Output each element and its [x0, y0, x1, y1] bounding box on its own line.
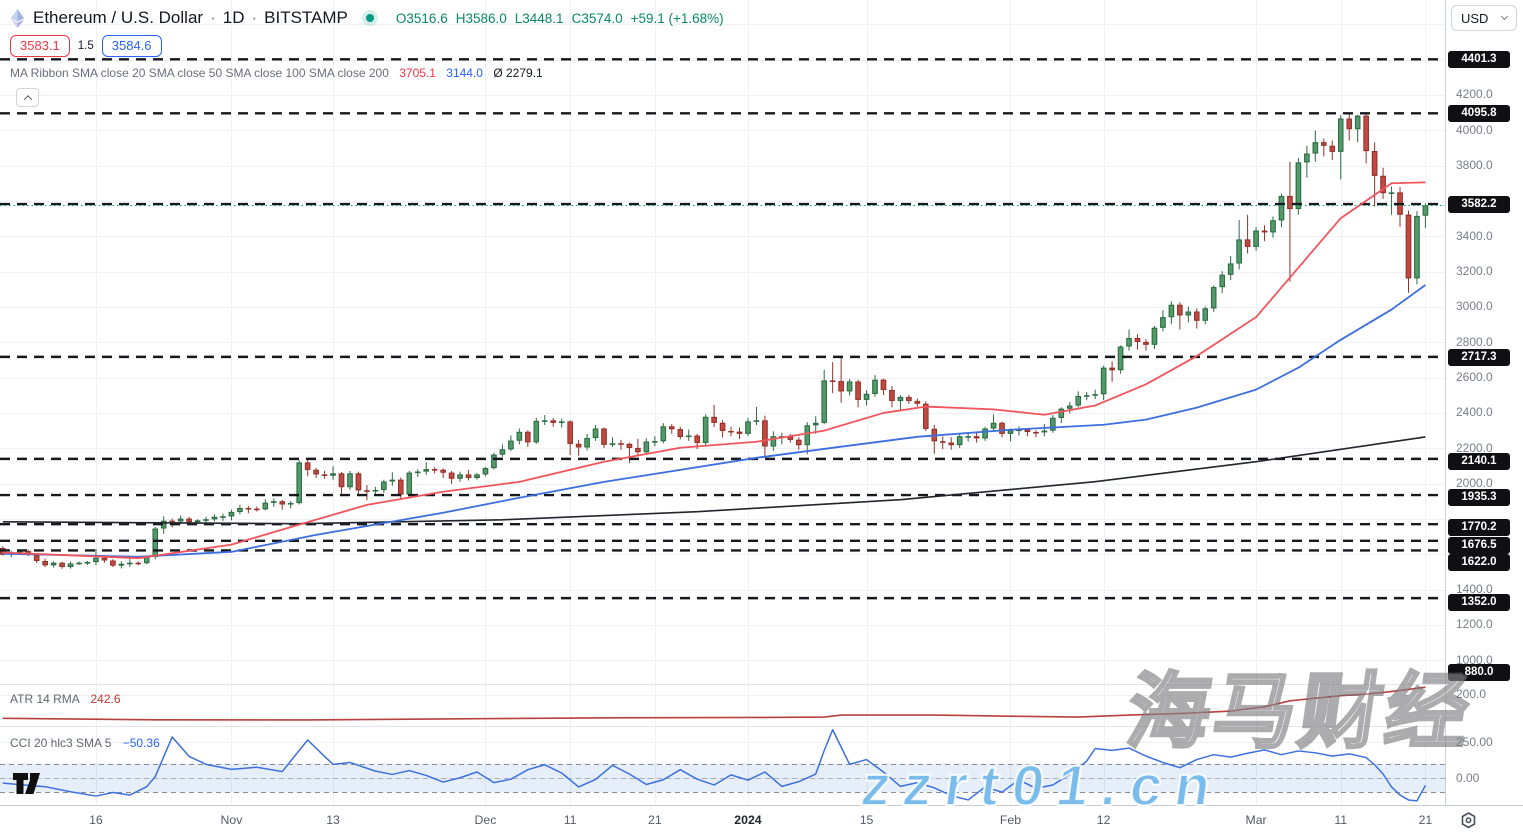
atr-value: 242.6 — [90, 692, 121, 706]
time-axis-label: Mar — [1245, 813, 1267, 827]
separator-dot: · — [210, 8, 216, 27]
interval-label[interactable]: 1D — [222, 8, 245, 27]
time-axis-label: 16 — [89, 813, 103, 827]
symbol-info-row: Ethereum / U.S. Dollar · 1D · BITSTAMP O… — [8, 8, 724, 28]
time-axis-label: 12 — [1096, 813, 1111, 827]
high-value: 3586.0 — [465, 10, 507, 26]
price-level-badge: 1622.0 — [1448, 553, 1510, 571]
price-axis-label: 2200.0 — [1456, 440, 1493, 455]
price-axis-label: 2000.0 — [1456, 476, 1493, 491]
ethereum-icon — [10, 8, 25, 28]
price-level-badge: 880.0 — [1448, 663, 1510, 681]
price-axis-label: 3400.0 — [1456, 228, 1493, 243]
price-axis-label: 1400.0 — [1456, 582, 1493, 597]
open-value: 3516.6 — [406, 10, 448, 26]
symbol-title[interactable]: Ethereum / U.S. Dollar — [33, 8, 204, 27]
price-axis[interactable]: USD 4200.0 4000.0 3800.0 3400.0 3200.0 3000.0… — [1445, 0, 1523, 805]
time-axis[interactable]: 16 Nov 13 Dec 11 21 2024 15 Feb 12 Mar 11 21 — [0, 805, 1523, 835]
indicator-title: MA Ribbon — [10, 66, 69, 80]
indicator-legend-cci[interactable]: CCI 20 hlc3 SMA 5 −50.36 — [10, 736, 160, 750]
ohlc-readout: O 3516.6 H 3586.0 L 3448.1 C 3574.0 +59.1 (+… — [396, 11, 724, 26]
currency-selector[interactable]: USD — [1451, 5, 1517, 31]
price-level-badge: 2140.1 — [1448, 452, 1510, 470]
low-value: 3448.1 — [522, 10, 564, 26]
currency-label: USD — [1461, 10, 1489, 26]
price-axis-label: 2400.0 — [1456, 405, 1493, 420]
indicator-axis-label: 250.00 — [1456, 734, 1493, 749]
market-status-dot — [365, 14, 374, 22]
time-axis-label: Dec — [474, 813, 497, 827]
price-axis-label: 2600.0 — [1456, 370, 1493, 385]
change-value: +59.1 (+1.68%) — [630, 10, 724, 26]
sma200-avg-value: Ø 2279.1 — [493, 66, 543, 80]
chevron-down-icon — [1500, 12, 1509, 21]
axis-settings-gear-icon[interactable] — [1459, 811, 1478, 830]
tradingview-logo[interactable] — [12, 771, 48, 799]
bid-ask-row: 3583.1 1.5 3584.6 — [10, 35, 162, 57]
sma20-value: 3705.1 — [399, 66, 436, 80]
ask-price-button[interactable]: 3584.6 — [101, 35, 162, 57]
collapse-pane-button[interactable] — [16, 88, 39, 107]
price-axis-label: 1200.0 — [1456, 617, 1493, 632]
indicator-params: SMA close 20 SMA close 50 SMA close 100 … — [72, 66, 389, 80]
time-axis-label: 2024 — [734, 813, 762, 827]
chevron-up-icon — [23, 94, 32, 104]
price-level-badge: 4401.3 — [1448, 50, 1510, 68]
bid-price-button[interactable]: 3583.1 — [10, 35, 70, 57]
time-axis-label: 11 — [1334, 813, 1348, 827]
price-level-badge: 1935.3 — [1448, 488, 1510, 506]
close-label: C — [571, 10, 582, 26]
spread-value: 1.5 — [77, 40, 94, 52]
price-axis-label: 3800.0 — [1456, 158, 1493, 173]
price-level-badge: 1676.5 — [1448, 536, 1510, 554]
high-label: H — [455, 10, 466, 26]
price-axis-label: 2800.0 — [1456, 334, 1493, 349]
chart-canvas[interactable] — [0, 0, 1445, 805]
time-axis-label: 13 — [326, 813, 340, 827]
price-level-badge: 1770.2 — [1448, 518, 1510, 536]
time-axis-label: 21 — [1418, 813, 1433, 827]
time-axis-label: 15 — [859, 813, 874, 827]
indicator-axis-label: 200.0 — [1456, 687, 1487, 702]
price-axis-label: 3200.0 — [1456, 264, 1493, 279]
separator-dot: · — [251, 8, 258, 27]
indicator-legend-atr[interactable]: ATR 14 RMA 242.6 — [10, 692, 121, 706]
time-axis-label: 21 — [647, 813, 662, 827]
low-label: L — [514, 10, 523, 26]
close-value: 3574.0 — [581, 10, 623, 26]
time-axis-label: Feb — [999, 813, 1022, 827]
atr-title: ATR 14 RMA — [10, 692, 80, 706]
price-level-badge: 1352.0 — [1448, 593, 1510, 611]
price-axis-label: 4000.0 — [1456, 122, 1493, 137]
indicator-legend-ma-ribbon[interactable]: MA Ribbon SMA close 20 SMA close 50 SMA … — [10, 66, 543, 80]
open-label: O — [395, 10, 407, 26]
price-level-badge: 4095.8 — [1448, 104, 1510, 122]
price-axis-label: 1000.0 — [1456, 652, 1493, 667]
cci-value: −50.36 — [122, 736, 160, 750]
sma50-value: 3144.0 — [446, 66, 483, 80]
exchange-label: BITSTAMP — [264, 8, 348, 27]
price-level-badge: 2717.3 — [1448, 348, 1510, 366]
indicator-axis-label: 0.00 — [1456, 770, 1480, 785]
time-axis-label: 11 — [563, 813, 577, 827]
cci-title: CCI 20 hlc3 SMA 5 — [10, 736, 112, 750]
price-level-badge: 3582.2 — [1448, 195, 1510, 213]
price-axis-label: 3000.0 — [1456, 299, 1493, 314]
time-axis-label: Nov — [220, 813, 243, 827]
price-axis-label: 4200.0 — [1456, 87, 1493, 102]
